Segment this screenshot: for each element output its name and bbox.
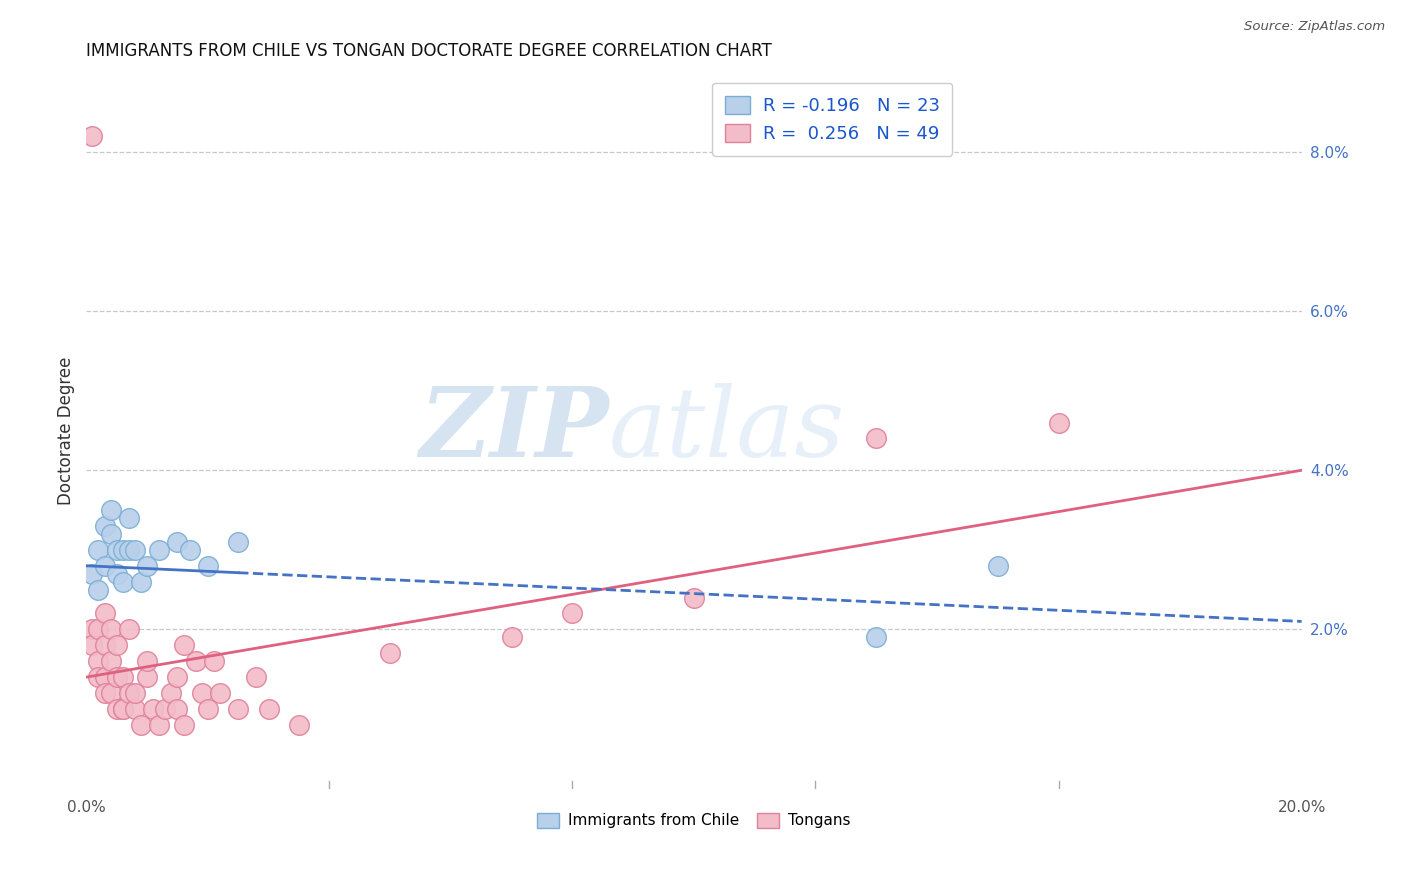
- Point: [179, 542, 201, 557]
- Point: [190, 686, 212, 700]
- Point: [118, 686, 141, 700]
- Point: [561, 607, 583, 621]
- Text: ZIP: ZIP: [419, 384, 609, 477]
- Text: atlas: atlas: [609, 384, 845, 477]
- Point: [87, 582, 110, 597]
- Point: [111, 574, 134, 589]
- Point: [202, 654, 225, 668]
- Point: [93, 519, 115, 533]
- Point: [93, 670, 115, 684]
- Point: [197, 702, 219, 716]
- Point: [208, 686, 231, 700]
- Point: [93, 638, 115, 652]
- Point: [93, 607, 115, 621]
- Point: [82, 623, 104, 637]
- Point: [111, 670, 134, 684]
- Point: [166, 702, 188, 716]
- Point: [288, 718, 311, 732]
- Point: [93, 558, 115, 573]
- Point: [501, 631, 523, 645]
- Point: [1047, 416, 1070, 430]
- Point: [124, 542, 146, 557]
- Point: [100, 527, 122, 541]
- Point: [136, 670, 159, 684]
- Point: [100, 654, 122, 668]
- Point: [142, 702, 165, 716]
- Point: [129, 574, 152, 589]
- Point: [184, 654, 207, 668]
- Legend: Immigrants from Chile, Tongans: Immigrants from Chile, Tongans: [531, 807, 856, 835]
- Point: [683, 591, 706, 605]
- Point: [129, 718, 152, 732]
- Point: [148, 718, 170, 732]
- Text: IMMIGRANTS FROM CHILE VS TONGAN DOCTORATE DEGREE CORRELATION CHART: IMMIGRANTS FROM CHILE VS TONGAN DOCTORAT…: [86, 42, 772, 60]
- Point: [136, 654, 159, 668]
- Point: [105, 702, 128, 716]
- Point: [155, 702, 177, 716]
- Point: [245, 670, 267, 684]
- Point: [100, 686, 122, 700]
- Point: [257, 702, 280, 716]
- Point: [87, 542, 110, 557]
- Point: [136, 558, 159, 573]
- Point: [105, 566, 128, 581]
- Point: [865, 631, 887, 645]
- Point: [148, 542, 170, 557]
- Point: [197, 558, 219, 573]
- Point: [118, 623, 141, 637]
- Point: [118, 542, 141, 557]
- Point: [111, 542, 134, 557]
- Point: [93, 686, 115, 700]
- Point: [82, 129, 104, 144]
- Point: [173, 718, 195, 732]
- Point: [124, 702, 146, 716]
- Point: [173, 638, 195, 652]
- Point: [105, 638, 128, 652]
- Point: [166, 670, 188, 684]
- Point: [87, 654, 110, 668]
- Point: [87, 670, 110, 684]
- Y-axis label: Doctorate Degree: Doctorate Degree: [58, 356, 75, 505]
- Point: [865, 432, 887, 446]
- Point: [378, 646, 401, 660]
- Point: [82, 566, 104, 581]
- Point: [166, 534, 188, 549]
- Point: [100, 503, 122, 517]
- Point: [82, 638, 104, 652]
- Point: [987, 558, 1010, 573]
- Point: [226, 702, 249, 716]
- Point: [87, 623, 110, 637]
- Point: [124, 686, 146, 700]
- Point: [105, 542, 128, 557]
- Point: [111, 702, 134, 716]
- Point: [118, 511, 141, 525]
- Point: [100, 623, 122, 637]
- Point: [226, 534, 249, 549]
- Point: [160, 686, 183, 700]
- Point: [105, 670, 128, 684]
- Point: [111, 702, 134, 716]
- Text: Source: ZipAtlas.com: Source: ZipAtlas.com: [1244, 20, 1385, 33]
